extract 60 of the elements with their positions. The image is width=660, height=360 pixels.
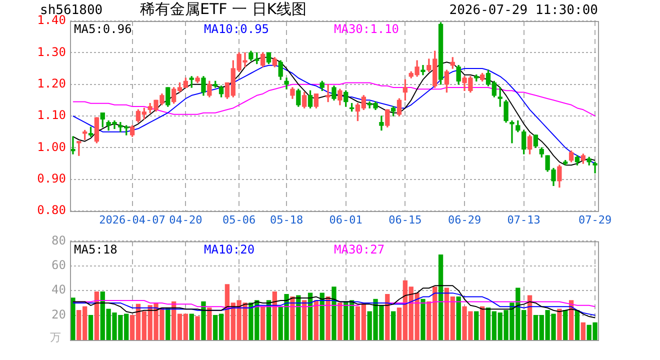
y-tick-label: 0.80 <box>37 203 66 218</box>
bar <box>557 308 562 340</box>
y-tick-label: 80 <box>52 233 66 248</box>
bar <box>195 316 200 340</box>
text: MA30:27 <box>334 242 385 256</box>
bar <box>420 298 426 340</box>
text: MA30:1.10 <box>334 22 400 36</box>
bar <box>480 306 485 340</box>
x-tick-label: 07-29 <box>578 213 612 226</box>
bar <box>438 254 444 340</box>
text: MA10:20 <box>204 242 255 256</box>
x-tick-label: 06-01 <box>329 213 362 226</box>
bar <box>166 308 170 340</box>
x-tick-label: 07-13 <box>507 213 540 226</box>
bar <box>272 292 278 340</box>
bar <box>326 296 330 340</box>
y-tick-label: 1.30 <box>37 44 66 59</box>
y-tick-label: 1.20 <box>37 76 66 90</box>
bar <box>207 308 212 340</box>
x-tick-label: 04-20 <box>169 213 202 226</box>
text: MA5:0.96 <box>74 22 132 36</box>
y-axis-title: 万 <box>50 330 61 345</box>
bar <box>385 294 390 340</box>
x-tick-label: 06-15 <box>388 213 422 226</box>
bar <box>456 296 461 340</box>
bar <box>574 310 580 340</box>
bar <box>390 311 396 340</box>
x-tick-label: 2026-04-07 <box>99 213 166 226</box>
y-tick-label: 1.00 <box>37 140 66 154</box>
bar <box>314 300 319 340</box>
bar <box>290 296 295 340</box>
y-tick-label: 60 <box>52 258 66 272</box>
bar <box>88 314 94 340</box>
bar <box>338 302 342 340</box>
bar <box>580 322 586 340</box>
bar <box>70 298 76 340</box>
bar <box>563 310 568 340</box>
bar <box>527 295 532 340</box>
y-tick-label: 20 <box>52 307 66 322</box>
bar <box>296 295 301 340</box>
bar <box>260 306 266 340</box>
bar <box>201 301 206 340</box>
bar <box>308 292 313 340</box>
x-tick-label: 05-18 <box>270 213 304 226</box>
x-tick-label: 06-29 <box>448 213 482 226</box>
y-tick-label: 0.90 <box>37 171 66 186</box>
bar <box>474 311 479 340</box>
bar <box>332 286 336 340</box>
y-tick-label: 1.10 <box>37 108 66 122</box>
text: MA10:0.95 <box>204 22 270 36</box>
x-tick-label: 05-06 <box>222 213 256 226</box>
chart-title: 稀有金属ETF 一 日K线图 <box>140 0 307 19</box>
text: MA5:18 <box>74 242 118 256</box>
bar <box>302 300 307 340</box>
text: 2026-07-29 11:30:00 <box>449 3 598 18</box>
bar <box>94 292 100 340</box>
bar <box>266 300 272 340</box>
bar <box>320 292 324 340</box>
bar <box>189 314 194 340</box>
y-tick-label: 40 <box>52 282 66 297</box>
